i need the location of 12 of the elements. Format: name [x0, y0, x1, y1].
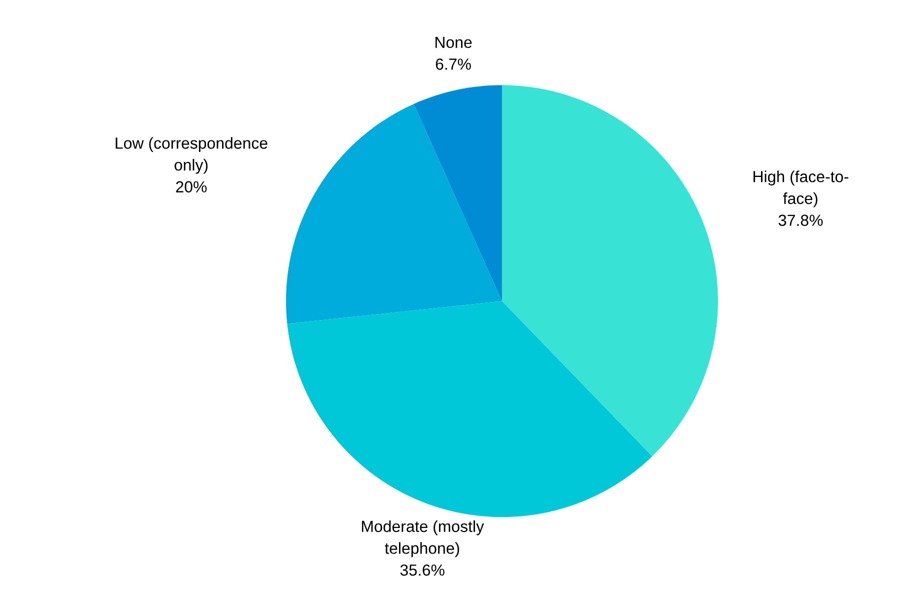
slice-label: Moderate (mostly telephone): [362, 520, 484, 558]
pie-slice: [502, 85, 718, 456]
data-label: 20%: [176, 181, 207, 192]
pie-slice: [287, 301, 652, 518]
data-label: 35.6%: [400, 564, 444, 576]
pie-slice: [286, 104, 502, 324]
data-label: 6.7%: [436, 58, 471, 70]
slice-label: High (face-to- face): [754, 170, 848, 208]
pie-slice: [414, 85, 502, 302]
data-label: 37.8%: [778, 214, 823, 226]
slice-label: Low (correspondence only): [116, 137, 268, 174]
slice-label: None: [436, 36, 472, 48]
